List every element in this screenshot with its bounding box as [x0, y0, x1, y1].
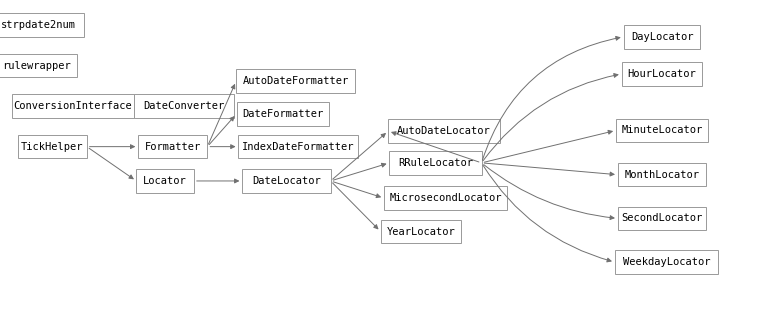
FancyBboxPatch shape: [616, 119, 708, 142]
FancyBboxPatch shape: [0, 54, 77, 77]
Text: DateConverter: DateConverter: [144, 101, 225, 111]
FancyBboxPatch shape: [617, 163, 706, 186]
FancyBboxPatch shape: [384, 186, 507, 210]
FancyBboxPatch shape: [18, 135, 87, 158]
FancyBboxPatch shape: [237, 70, 355, 93]
FancyBboxPatch shape: [617, 207, 706, 230]
Text: IndexDateFormatter: IndexDateFormatter: [242, 142, 354, 152]
Text: Locator: Locator: [144, 176, 187, 186]
FancyBboxPatch shape: [238, 135, 358, 158]
Text: strpdate2num: strpdate2num: [1, 20, 76, 30]
Text: Formatter: Formatter: [144, 142, 201, 152]
FancyBboxPatch shape: [0, 13, 84, 37]
FancyBboxPatch shape: [622, 62, 702, 85]
Text: RRuleLocator: RRuleLocator: [398, 158, 473, 168]
Text: YearLocator: YearLocator: [386, 227, 455, 236]
FancyBboxPatch shape: [237, 102, 329, 125]
FancyBboxPatch shape: [614, 250, 718, 274]
Text: AutoDateFormatter: AutoDateFormatter: [243, 76, 349, 86]
Text: TickHelper: TickHelper: [21, 142, 84, 152]
FancyBboxPatch shape: [134, 94, 234, 118]
Text: DayLocator: DayLocator: [631, 32, 694, 42]
Text: MinuteLocator: MinuteLocator: [621, 125, 703, 135]
Text: HourLocator: HourLocator: [627, 69, 697, 79]
FancyBboxPatch shape: [137, 169, 194, 193]
Text: AutoDateLocator: AutoDateLocator: [397, 126, 491, 136]
FancyBboxPatch shape: [388, 119, 499, 143]
Text: WeekdayLocator: WeekdayLocator: [623, 257, 710, 267]
FancyBboxPatch shape: [243, 169, 330, 193]
Text: rulewrapper: rulewrapper: [2, 61, 71, 71]
Text: MonthLocator: MonthLocator: [624, 170, 700, 180]
FancyBboxPatch shape: [12, 94, 134, 118]
FancyBboxPatch shape: [389, 151, 482, 175]
FancyBboxPatch shape: [624, 25, 700, 48]
Text: DateLocator: DateLocator: [252, 176, 321, 186]
Text: DateFormatter: DateFormatter: [242, 109, 323, 119]
Text: ConversionInterface: ConversionInterface: [14, 101, 132, 111]
FancyBboxPatch shape: [381, 220, 461, 243]
FancyBboxPatch shape: [138, 135, 207, 158]
Text: SecondLocator: SecondLocator: [621, 213, 703, 223]
Text: MicrosecondLocator: MicrosecondLocator: [389, 193, 502, 203]
